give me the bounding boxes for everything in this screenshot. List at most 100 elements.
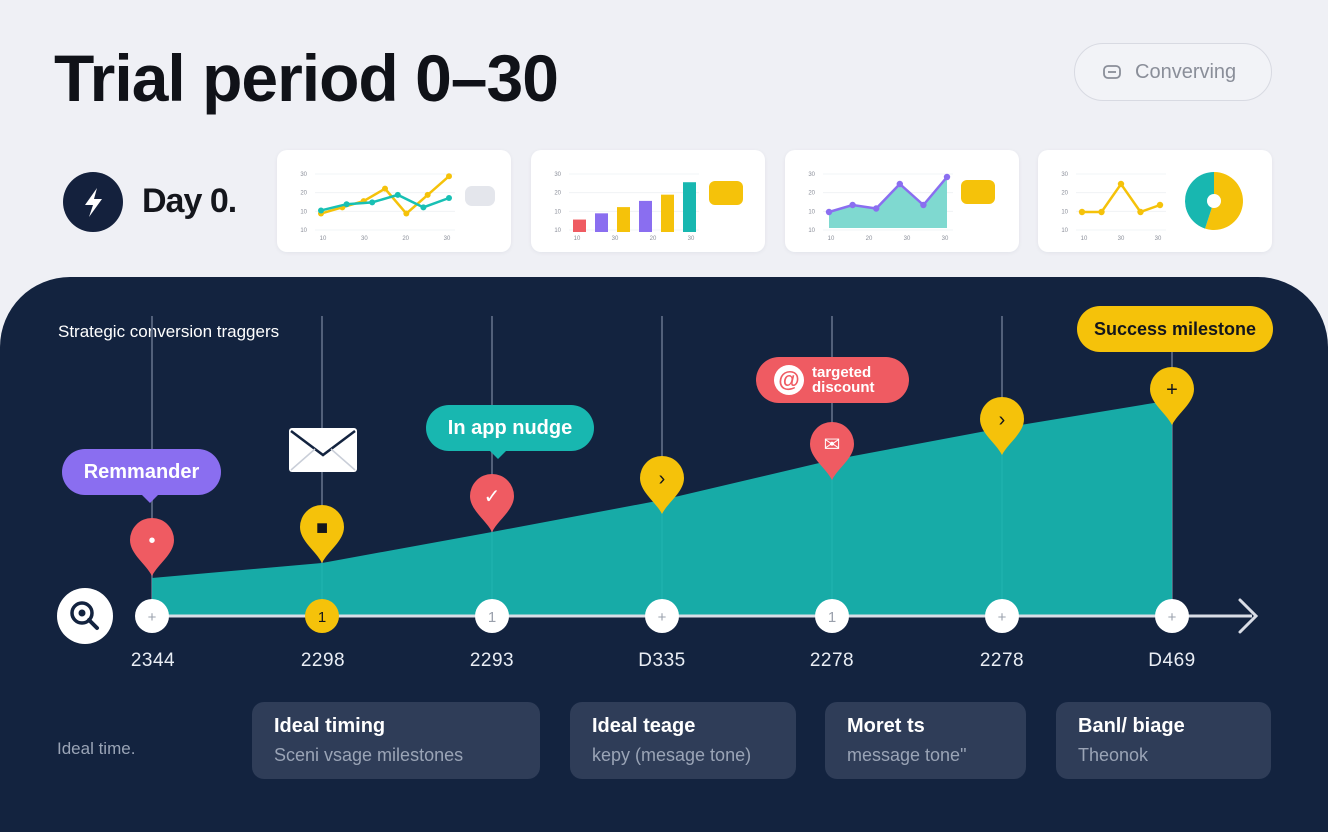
data-point [1156, 201, 1164, 209]
marker-glyph: + [658, 609, 667, 626]
x-tick-label: 30 [1155, 236, 1162, 242]
mini-chart-card-4: 30 20 10 10 10 30 30 [1038, 150, 1272, 252]
side-label: Ideal time. [57, 739, 136, 758]
bolt-icon [63, 172, 123, 232]
data-point [369, 199, 376, 206]
y-tick-label: 10 [554, 228, 561, 234]
x-tick-label: 10 [574, 236, 581, 242]
marker-glyph: + [148, 609, 157, 626]
y-tick-label: 10 [808, 209, 815, 215]
success-milestone-callout[interactable]: Success milestone [1077, 306, 1273, 352]
day-number: D469 [1148, 650, 1196, 671]
legend-badge [961, 180, 995, 204]
data-point [382, 185, 388, 192]
pin-glyph: ■ [316, 517, 328, 539]
mini-chart-card-1: 30 20 10 10 10 30 20 30 [277, 150, 511, 252]
data-point [825, 208, 833, 216]
y-tick-label: 10 [1061, 228, 1068, 234]
data-point [849, 201, 856, 209]
mini-chart-card-3: 30 20 10 10 10 20 30 30 [785, 150, 1019, 252]
mini-line-chart-1: 30 20 10 10 10 30 20 30 [300, 172, 495, 242]
in-app-nudge-callout[interactable]: In app nudge [426, 405, 594, 459]
insight-card[interactable]: Ideal teage kepy (mesage tone) [570, 702, 796, 779]
reminder-callout[interactable]: Remmander [62, 449, 221, 503]
timeline-marker [135, 599, 169, 633]
success-label: Success milestone [1093, 318, 1257, 339]
mini-area-chart: 30 20 10 10 10 20 30 30 [808, 172, 995, 242]
search-icon[interactable] [56, 587, 114, 645]
y-tick-label: 30 [300, 172, 307, 178]
timeline-marker [475, 599, 509, 633]
data-point [446, 173, 452, 180]
data-point [943, 173, 951, 181]
panel-title: Strategic conversion traggers [58, 322, 280, 341]
data-point [394, 191, 401, 198]
timeline-marker [985, 599, 1019, 633]
marker-glyph: 1 [828, 609, 836, 626]
pie-slice [1205, 172, 1243, 230]
x-tick-label: 30 [1118, 236, 1125, 242]
data-point [446, 195, 452, 201]
day-number: 2278 [979, 650, 1025, 671]
insight-card[interactable]: Moret ts message tone" [825, 702, 1026, 779]
data-point [1117, 180, 1125, 188]
insight-card[interactable]: Banl/ biage Theonok [1056, 702, 1271, 779]
timeline-marker [305, 599, 339, 633]
bar [661, 194, 674, 232]
insight-title: Ideal teage [592, 715, 696, 737]
marker-glyph: 1 [318, 609, 326, 626]
bar [595, 213, 608, 232]
data-point [1098, 208, 1105, 216]
bar [573, 219, 586, 232]
pin-glyph: › [659, 468, 666, 490]
reminder-label: Remmander [83, 460, 200, 483]
discount-callout[interactable]: @ targeted discount [756, 357, 909, 403]
insight-subtitle: message tone" [847, 745, 967, 765]
data-point [1137, 208, 1144, 216]
x-tick-label: 10 [1081, 236, 1088, 242]
check-pin-icon [470, 474, 514, 532]
reminder-pin-icon [130, 518, 174, 576]
x-tick-label: 30 [904, 236, 911, 242]
status-pill[interactable]: Converving [1074, 43, 1272, 101]
insight-card[interactable]: Ideal timing Sceni vsage milestones [252, 702, 540, 779]
pie-slice [1185, 172, 1214, 229]
x-tick-label: 30 [688, 236, 695, 242]
x-tick-label: 30 [361, 236, 368, 242]
series-line [320, 193, 450, 212]
y-tick-label: 10 [554, 209, 561, 215]
envelope-icon [289, 428, 357, 472]
day-label: Day 0. [142, 182, 237, 220]
y-tick-label: 10 [808, 228, 815, 234]
message-pin-icon [300, 505, 344, 563]
page-title: Trial period 0–30 [54, 41, 559, 115]
x-tick-label: 20 [650, 236, 657, 242]
y-tick-label: 30 [554, 172, 561, 178]
y-tick-label: 10 [300, 209, 307, 215]
y-tick-label: 10 [300, 228, 307, 234]
y-tick-label: 20 [554, 191, 561, 197]
y-tick-label: 20 [300, 191, 307, 197]
area-fill [829, 177, 947, 228]
insight-subtitle: Theonok [1078, 745, 1149, 765]
insight-subtitle: Sceni vsage milestones [274, 745, 464, 765]
bar [683, 182, 696, 232]
marker-glyph: + [998, 609, 1007, 626]
x-tick-label: 30 [942, 236, 949, 242]
discount-label-line1: targeted [812, 364, 872, 381]
insight-subtitle: kepy (mesage tone) [592, 745, 752, 765]
marker-glyph: + [1168, 609, 1177, 626]
insight-title: Ideal timing [274, 715, 386, 737]
discount-label-line2: discount [812, 379, 875, 396]
day-number: 2293 [469, 650, 515, 671]
day-number: D335 [638, 650, 686, 671]
y-tick-label: 20 [1061, 191, 1068, 197]
status-toggle-icon [1103, 65, 1121, 79]
discount-pin-icon [810, 422, 854, 480]
y-tick-label: 30 [1061, 172, 1068, 178]
milestone-pin-icon [980, 397, 1024, 455]
legend-badge [465, 186, 495, 206]
x-tick-label: 30 [444, 236, 451, 242]
timeline-marker [815, 599, 849, 633]
pin-glyph: • [148, 530, 155, 552]
